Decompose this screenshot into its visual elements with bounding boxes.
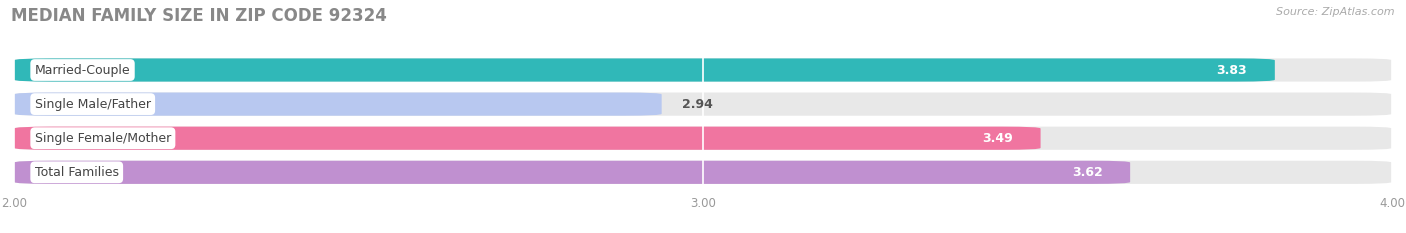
Text: Source: ZipAtlas.com: Source: ZipAtlas.com <box>1277 7 1395 17</box>
FancyBboxPatch shape <box>14 127 1392 150</box>
Text: Total Families: Total Families <box>35 166 118 179</box>
FancyBboxPatch shape <box>14 93 662 116</box>
FancyBboxPatch shape <box>14 58 1392 82</box>
FancyBboxPatch shape <box>14 58 1275 82</box>
Text: Married-Couple: Married-Couple <box>35 64 131 76</box>
Text: Single Female/Mother: Single Female/Mother <box>35 132 172 145</box>
Text: 3.62: 3.62 <box>1071 166 1102 179</box>
Text: MEDIAN FAMILY SIZE IN ZIP CODE 92324: MEDIAN FAMILY SIZE IN ZIP CODE 92324 <box>11 7 387 25</box>
FancyBboxPatch shape <box>14 93 1392 116</box>
Text: 3.49: 3.49 <box>983 132 1014 145</box>
Text: 2.94: 2.94 <box>682 98 713 111</box>
Text: Single Male/Father: Single Male/Father <box>35 98 150 111</box>
FancyBboxPatch shape <box>14 127 1040 150</box>
FancyBboxPatch shape <box>14 161 1130 184</box>
FancyBboxPatch shape <box>14 161 1392 184</box>
Text: 3.83: 3.83 <box>1216 64 1247 76</box>
